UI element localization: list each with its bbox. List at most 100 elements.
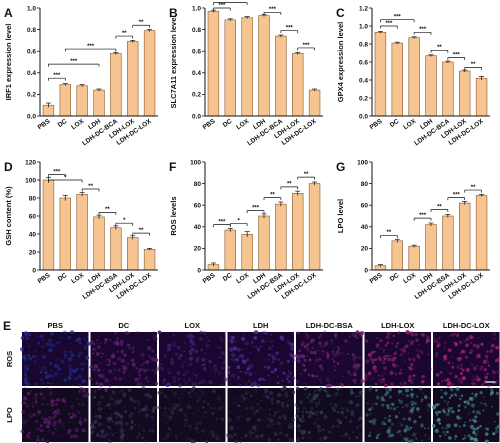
tile-texture bbox=[23, 401, 27, 405]
tile-texture bbox=[234, 439, 239, 443]
bar bbox=[459, 70, 471, 117]
tile-texture bbox=[214, 368, 218, 372]
y-tick-label: 0.8 bbox=[359, 41, 368, 48]
tile-texture bbox=[50, 331, 54, 336]
tile-texture bbox=[434, 352, 439, 356]
tile-texture bbox=[24, 380, 28, 384]
tile-texture bbox=[216, 434, 219, 437]
tile-texture bbox=[120, 350, 124, 354]
tile-texture bbox=[263, 365, 267, 369]
tile-texture bbox=[420, 375, 422, 378]
tile-texture bbox=[472, 343, 477, 348]
tile-texture bbox=[188, 376, 191, 380]
tile-texture bbox=[249, 363, 254, 368]
tile-texture bbox=[431, 405, 437, 410]
tile-texture bbox=[435, 373, 440, 377]
tile-texture bbox=[172, 376, 174, 378]
tile-texture bbox=[469, 335, 474, 340]
tile-texture bbox=[260, 400, 263, 402]
tile-texture bbox=[97, 406, 102, 412]
micrograph-tile bbox=[294, 330, 365, 388]
tile-texture bbox=[349, 388, 354, 392]
tile-texture bbox=[428, 397, 430, 400]
tile-texture bbox=[70, 353, 75, 357]
tile-texture bbox=[486, 372, 489, 375]
tile-texture bbox=[304, 382, 307, 385]
sig-label: ** bbox=[387, 230, 392, 236]
tile-texture bbox=[157, 391, 161, 395]
tile-texture bbox=[127, 388, 132, 392]
tile-texture bbox=[157, 405, 161, 410]
tile-texture bbox=[482, 359, 488, 364]
tile-texture bbox=[292, 358, 296, 362]
tile-texture bbox=[285, 378, 289, 381]
tile-texture bbox=[67, 428, 72, 433]
tile-texture bbox=[29, 415, 33, 419]
tile-texture bbox=[388, 428, 392, 431]
tile-texture bbox=[24, 371, 27, 373]
tile-texture bbox=[481, 383, 484, 386]
tile-texture bbox=[316, 405, 318, 407]
tile-texture bbox=[416, 354, 420, 358]
tile-texture bbox=[319, 333, 323, 338]
tile-texture bbox=[403, 393, 405, 396]
tile-texture bbox=[236, 365, 241, 370]
tile-texture bbox=[289, 387, 292, 390]
tile-texture bbox=[166, 347, 172, 352]
tile-texture bbox=[388, 414, 392, 418]
tile-texture bbox=[120, 358, 125, 363]
tile-texture bbox=[349, 390, 354, 395]
tile-texture bbox=[392, 407, 397, 411]
tile-texture bbox=[372, 365, 377, 370]
sig-label: *** bbox=[218, 219, 226, 225]
tile-texture bbox=[419, 350, 423, 353]
tile-texture bbox=[143, 369, 147, 373]
sig-label: ** bbox=[88, 184, 93, 190]
tile-texture bbox=[24, 363, 26, 366]
tile-texture bbox=[301, 341, 305, 346]
sig-label: *** bbox=[252, 205, 260, 211]
tile-texture bbox=[471, 379, 474, 381]
tile-texture bbox=[189, 345, 192, 348]
tile-texture bbox=[377, 374, 380, 377]
tile-texture bbox=[50, 382, 53, 385]
tile-texture bbox=[477, 420, 480, 422]
tile-texture bbox=[163, 406, 167, 410]
tile-texture bbox=[312, 350, 317, 355]
tile-texture bbox=[58, 337, 61, 340]
tile-texture bbox=[405, 426, 410, 431]
tile-texture bbox=[406, 344, 409, 347]
tile-texture bbox=[122, 393, 127, 398]
tile-texture bbox=[359, 424, 362, 427]
tile-texture bbox=[56, 408, 60, 412]
tile-texture bbox=[289, 353, 293, 357]
tile-texture bbox=[491, 370, 496, 375]
tile-texture bbox=[473, 378, 476, 381]
tile-texture bbox=[469, 348, 474, 353]
tile-texture bbox=[450, 356, 453, 358]
tile-texture bbox=[154, 406, 158, 409]
tile-texture bbox=[175, 352, 178, 356]
tile-texture bbox=[144, 404, 149, 408]
panel-letter-f: F bbox=[169, 160, 176, 174]
tile-texture bbox=[175, 439, 178, 442]
tile-texture bbox=[40, 428, 44, 433]
tile-texture bbox=[491, 382, 494, 385]
tile-texture bbox=[395, 431, 398, 434]
tile-texture bbox=[190, 342, 192, 344]
tile-texture bbox=[401, 440, 403, 442]
tile-texture bbox=[418, 415, 422, 419]
tile-texture bbox=[234, 358, 236, 361]
tile-texture bbox=[416, 349, 419, 352]
tile-texture bbox=[30, 370, 32, 372]
tile-texture bbox=[60, 434, 62, 436]
tile-texture bbox=[394, 345, 398, 348]
tile-texture bbox=[347, 436, 352, 441]
tile-texture bbox=[347, 370, 351, 374]
category-label: DC bbox=[389, 118, 401, 129]
tile-texture bbox=[172, 403, 177, 408]
tile-texture bbox=[371, 362, 375, 365]
tile-texture bbox=[189, 339, 194, 344]
tile-texture bbox=[438, 410, 442, 414]
tile-texture bbox=[490, 391, 494, 395]
